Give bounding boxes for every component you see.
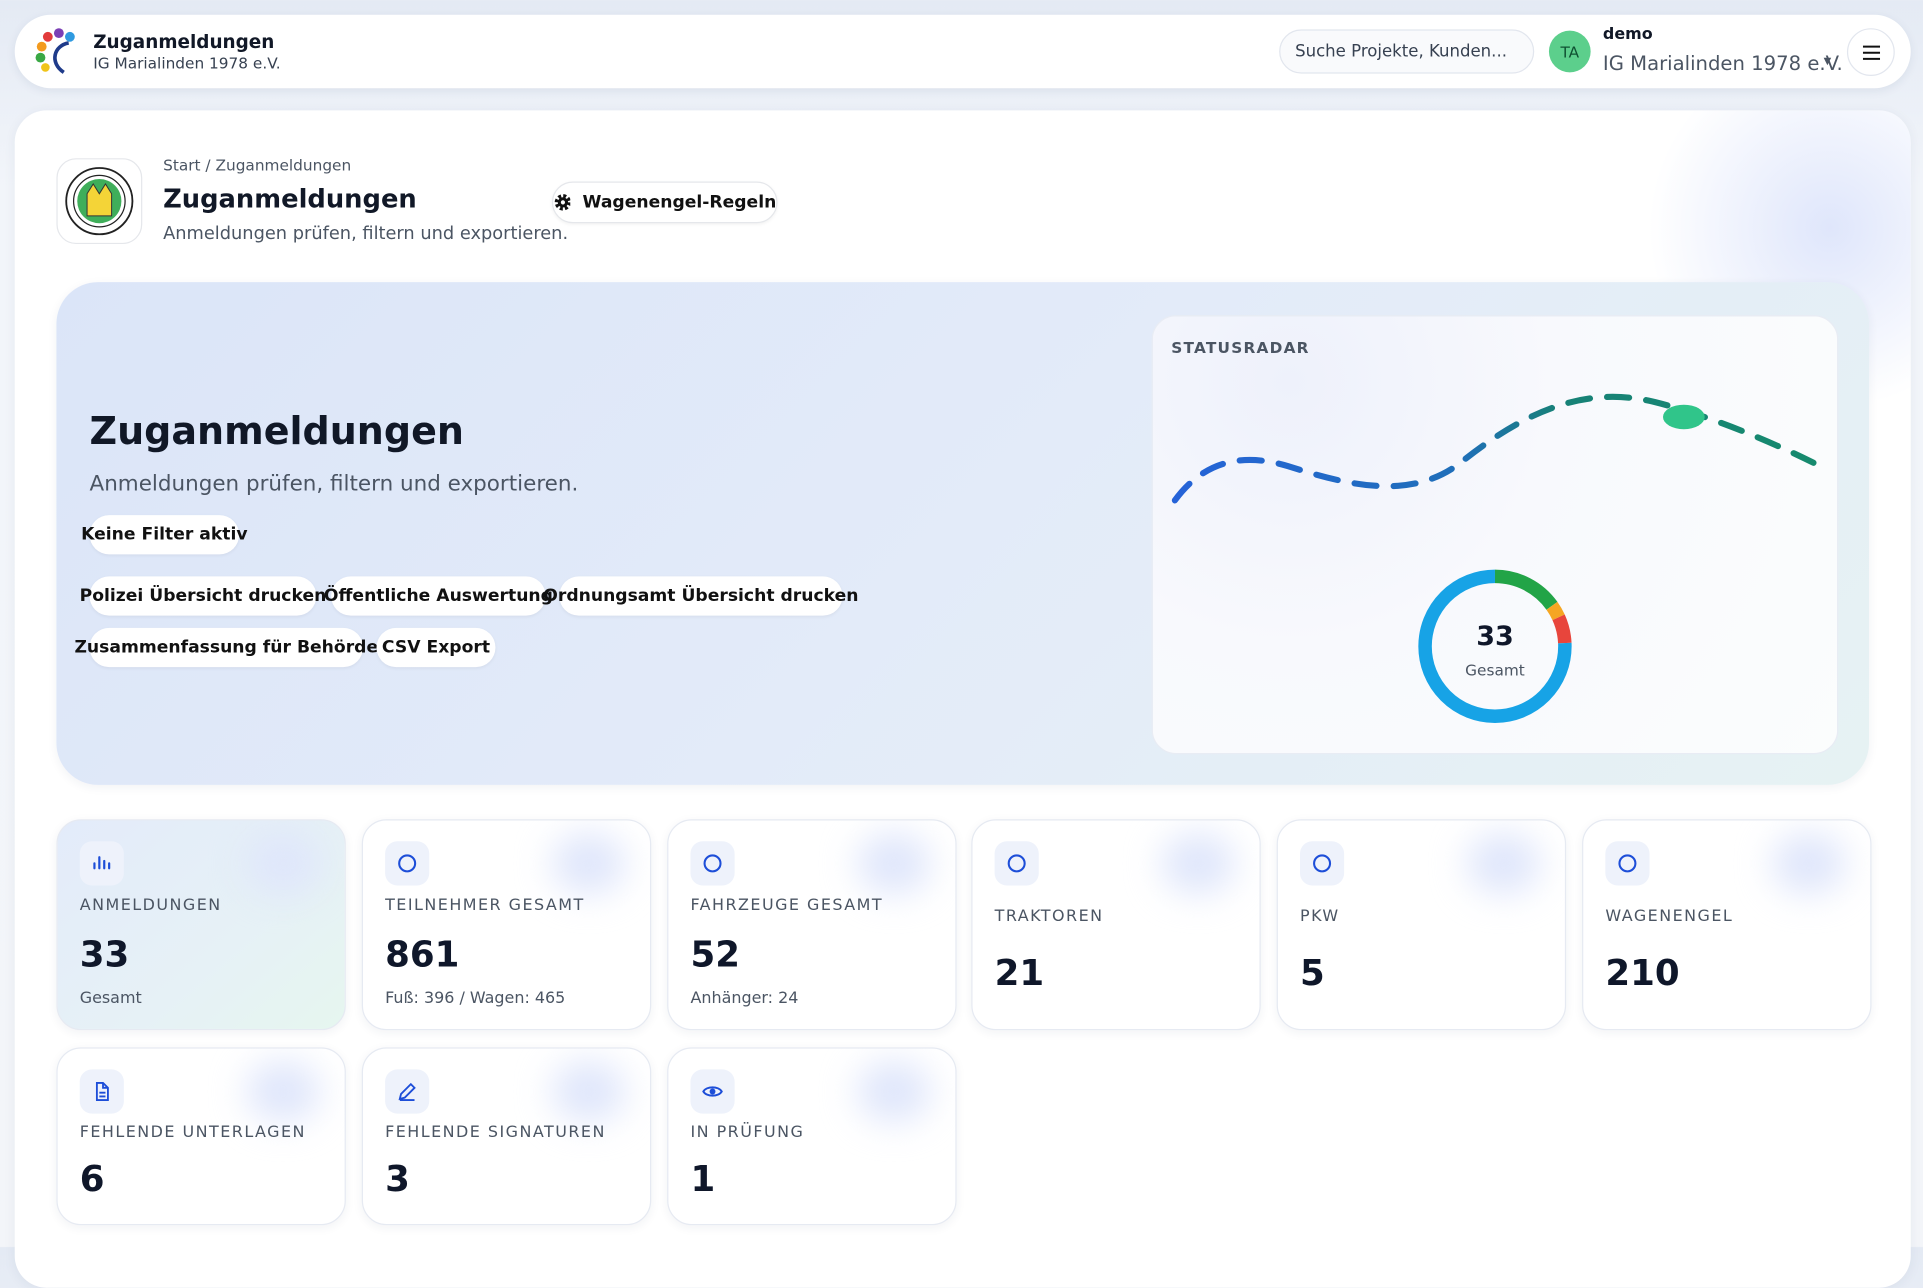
stat-icon <box>994 841 1039 886</box>
page: Zuganmeldungen {"header": {"app_title": … <box>0 0 1923 1247</box>
action-button[interactable]: CSV Export <box>376 627 496 668</box>
app-logo <box>35 28 75 74</box>
card-decor <box>857 832 931 895</box>
stat-sub: Gesamt <box>79 989 142 1009</box>
stat-value: 33 <box>79 933 130 975</box>
stat-icon <box>1605 841 1650 886</box>
stat-label: PKW <box>1299 907 1340 926</box>
stat-card: PKW 5 <box>1276 819 1567 1031</box>
stat-value: 210 <box>1605 951 1680 994</box>
user-org[interactable]: IG Marialinden 1978 e.V. <box>1602 51 1843 75</box>
radar-graphic: 33 Gesamt <box>1171 393 1819 723</box>
stat-icon <box>79 841 124 886</box>
stat-label: ANMELDUNGEN <box>79 896 222 915</box>
status-wave <box>1171 393 1819 504</box>
stat-label: FAHRZEUGE GESAMT <box>690 896 884 915</box>
stat-icon <box>79 1069 124 1114</box>
stat-icon <box>385 1069 430 1114</box>
card-decor <box>246 832 321 895</box>
club-emblem <box>65 167 134 236</box>
stat-sub: Fuß: 396 / Wagen: 465 <box>385 989 566 1009</box>
stat-value: 5 <box>1299 951 1325 994</box>
club-logo <box>56 158 143 245</box>
search-placeholder: Suche Projekte, Kunden... <box>1295 41 1507 62</box>
action-button[interactable]: Öffentliche Auswertung <box>324 576 553 616</box>
gear-icon <box>554 194 571 211</box>
card-decor <box>246 1060 321 1123</box>
card-decor <box>1161 832 1235 895</box>
card-decor <box>857 1060 931 1123</box>
card-decor <box>1466 832 1541 895</box>
stat-label: TRAKTOREN <box>994 907 1104 926</box>
stat-label: FEHLENDE UNTERLAGEN <box>79 1123 306 1142</box>
stat-value: 52 <box>690 933 740 975</box>
page-title: Zuganmeldungen <box>163 183 417 214</box>
filter-status[interactable]: Keine Filter aktiv <box>81 515 248 555</box>
hero-subtitle: Anmeldungen prüfen, filtern und exportie… <box>89 472 579 497</box>
app-title: Zuganmeldungen <box>93 30 275 53</box>
stat-sub: Anhänger: 24 <box>690 989 799 1009</box>
dropdown-caret: ▼ <box>1823 55 1832 67</box>
stat-card: FAHRZEUGE GESAMT 52 Anhänger: 24 <box>667 819 957 1031</box>
icon <box>1618 854 1637 873</box>
wave-dot <box>1662 404 1705 430</box>
stat-card: TRAKTOREN 21 <box>971 819 1261 1031</box>
icon <box>1313 854 1332 873</box>
search-box[interactable]: Suche Projekte, Kunden... <box>1279 29 1535 74</box>
stat-value: 6 <box>79 1157 105 1200</box>
user-name: demo <box>1602 25 1653 45</box>
stat-card: FEHLENDE SIGNATUREN 3 <box>361 1047 652 1226</box>
stat-label: TEILNEHMER GESAMT <box>385 896 585 915</box>
card-decor <box>551 1060 626 1123</box>
stat-icon <box>690 841 735 886</box>
action-button[interactable]: Ordnungsamt Übersicht drucken <box>543 576 858 616</box>
body: Zuganmeldungen IG Marialinden 1978 e.V. … <box>0 0 1923 1247</box>
stat-label: IN PRÜFUNG <box>690 1123 805 1142</box>
stat-icon <box>1299 841 1345 886</box>
icon <box>702 1086 723 1097</box>
icon <box>1007 854 1026 873</box>
stat-value: 3 <box>385 1157 410 1200</box>
breadcrumb: Start / Zuganmeldungen <box>163 155 352 175</box>
menu-button[interactable] <box>1846 28 1895 77</box>
stat-card: WAGENENGEL 210 <box>1582 819 1872 1031</box>
stat-icon <box>385 841 430 886</box>
radar-label: STATUSRADAR <box>1171 338 1310 357</box>
icon <box>95 1081 109 1102</box>
org-name: IG Marialinden 1978 e.V. <box>93 53 281 73</box>
rules-button-label: Wagenengel-Regeln <box>582 192 777 213</box>
action-button[interactable]: Polizei Übersicht drucken <box>80 576 326 616</box>
stat-value: 861 <box>385 933 460 975</box>
donut-total: 33 <box>1476 621 1514 652</box>
icon <box>398 1082 416 1102</box>
header: Zuganmeldungen IG Marialinden 1978 e.V. … <box>14 14 1911 89</box>
stat-icon <box>690 1069 735 1114</box>
icon <box>703 854 722 873</box>
stat-card: FEHLENDE UNTERLAGEN 6 <box>56 1047 346 1226</box>
icon <box>398 854 417 873</box>
root: Zuganmeldungen IG Marialinden 1978 e.V. … <box>14 14 1911 1226</box>
icon <box>93 856 111 870</box>
card-decor <box>1772 832 1846 895</box>
stat-value: 21 <box>994 951 1045 994</box>
hero-title: Zuganmeldungen <box>89 409 464 454</box>
donut-total-label: Gesamt <box>1465 662 1525 680</box>
card-decor <box>551 832 626 895</box>
status-radar-card: STATUSRADAR 33 Gesamt <box>1151 315 1839 755</box>
rules-button[interactable]: Wagenengel-Regeln <box>551 181 778 224</box>
stat-value: 1 <box>690 1157 716 1200</box>
page-subtitle: Anmeldungen prüfen, filtern und exportie… <box>163 224 569 245</box>
stat-card: TEILNEHMER GESAMT 861 Fuß: 396 / Wagen: 46… <box>361 819 652 1031</box>
action-button[interactable]: Zusammenfassung für Behörde <box>74 627 378 668</box>
donut-segment <box>1418 569 1572 723</box>
avatar[interactable]: TA <box>1548 30 1591 73</box>
stat-label: WAGENENGEL <box>1605 907 1734 926</box>
stat-label: FEHLENDE SIGNATUREN <box>385 1123 606 1142</box>
menu-icon <box>1862 45 1880 60</box>
stat-card: IN PRÜFUNG 1 <box>667 1047 957 1226</box>
stat-card: ANMELDUNGEN 33 Gesamt <box>56 819 346 1031</box>
